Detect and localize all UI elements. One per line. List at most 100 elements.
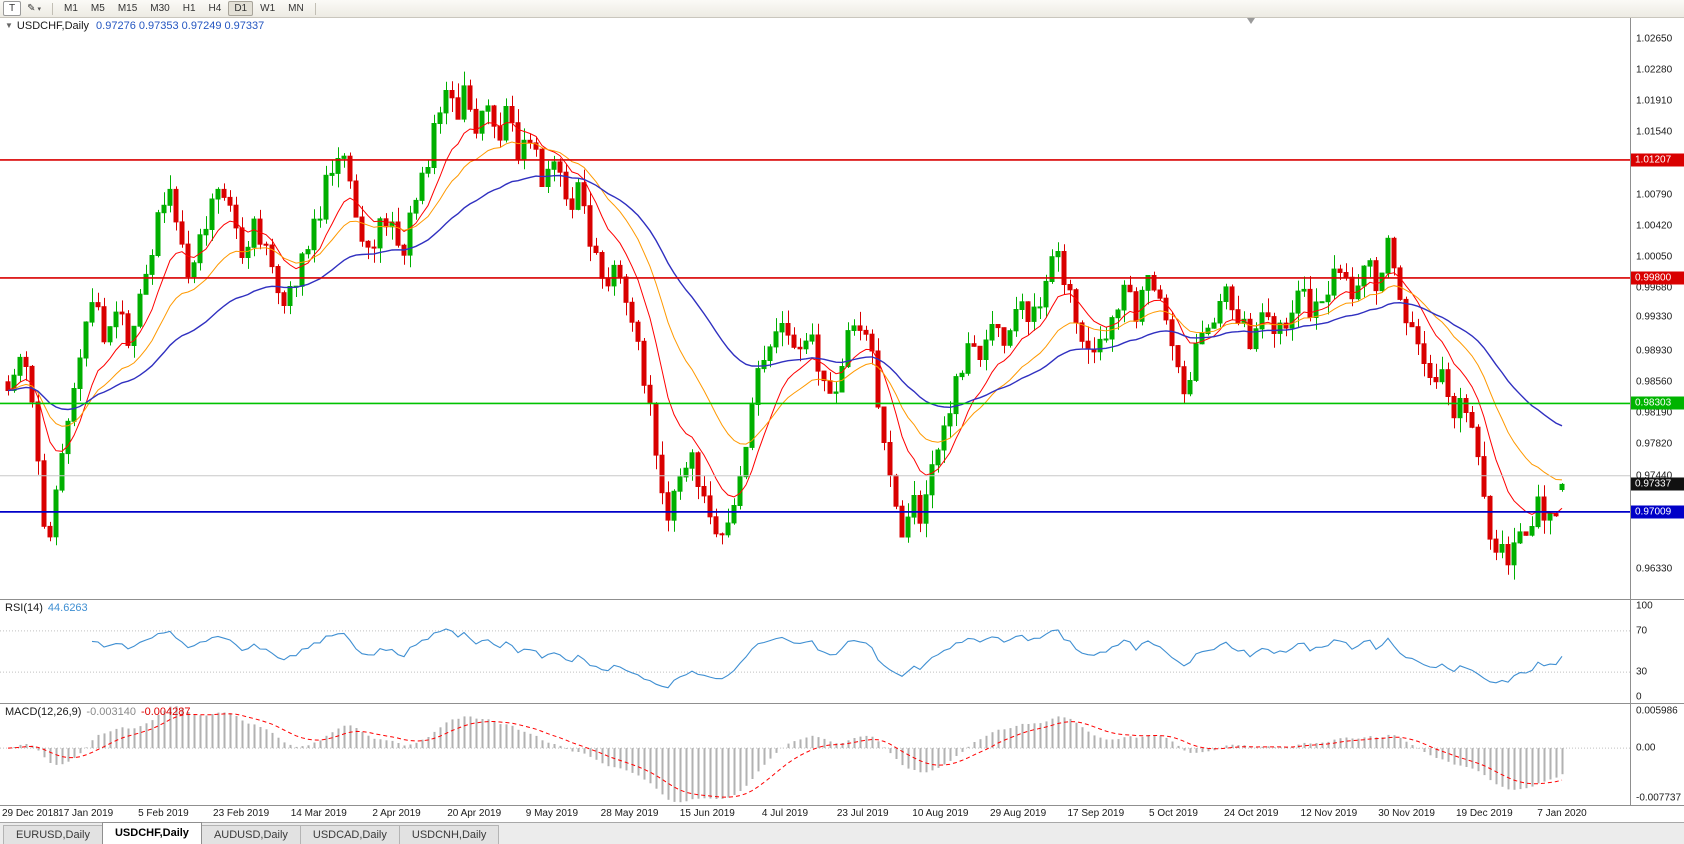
timeframe-button-m30[interactable]: M30 — [150, 3, 170, 14]
price-chart-canvas[interactable] — [0, 18, 1630, 599]
level-price-badge: 1.01207 — [1631, 153, 1684, 167]
toolbar-separator — [314, 2, 316, 15]
time-axis-label: 14 Mar 2019 — [290, 808, 347, 819]
time-axis[interactable]: 29 Dec 2018 17 Jan 2019 5 Feb 2019 23 Feb 2… — [0, 805, 1684, 822]
chart-title: ▼ USDCHF,Daily 0.97276 0.97353 0.97249 0.9… — [5, 20, 264, 32]
timeframe-button-h4[interactable]: H4 — [208, 3, 222, 14]
axis-tick-label: 1.00050 — [1636, 251, 1673, 263]
time-axis-label: 17 Jan 2019 — [58, 808, 114, 819]
axis-tick-label: 0.00 — [1636, 742, 1656, 754]
time-axis-label: 9 May 2019 — [525, 808, 579, 819]
level-price-badge: 0.98303 — [1631, 396, 1684, 410]
time-axis-label: 2 Apr 2019 — [372, 808, 421, 819]
time-axis-label: 29 Dec 2018 — [2, 808, 59, 819]
time-axis-label: 5 Oct 2019 — [1149, 808, 1198, 819]
level-price-badge: 0.97009 — [1631, 505, 1684, 519]
time-axis-label: 15 Jun 2019 — [679, 808, 735, 819]
toolbar: T ✎ ▾ M1 M5 M15 M30 H1 H4 D1 W1 MN — [0, 0, 1684, 18]
chart-tab-eurusd-daily[interactable]: EURUSD,Daily — [3, 825, 103, 844]
timeframe-button-h1[interactable]: H1 — [182, 3, 196, 14]
toolbar-separator — [52, 2, 54, 15]
axis-tick-label: 30 — [1636, 666, 1648, 678]
rsi-axis[interactable]: 100 70 30 0 — [1630, 600, 1684, 703]
chart-tab-audusd-daily[interactable]: AUDUSD,Daily — [200, 825, 301, 844]
chart-title-ohlc: 0.97276 0.97353 0.97249 0.97337 — [96, 20, 265, 32]
timeframe-group: M1 M5 M15 M30 H1 H4 D1 W1 MN — [58, 1, 310, 16]
macd-name: MACD(12,26,9) — [5, 706, 82, 718]
axis-tick-label: -0.007737 — [1636, 792, 1682, 804]
moving-average-line — [7, 174, 1563, 427]
timeframe-button-mn[interactable]: MN — [288, 3, 304, 14]
axis-tick-label: 0.99330 — [1636, 311, 1673, 323]
macd-canvas[interactable] — [0, 704, 1630, 805]
time-axis-label: 29 Aug 2019 — [990, 808, 1047, 819]
time-axis-label: 17 Sep 2019 — [1067, 808, 1125, 819]
rsi-indicator-panel: RSI(14) 44.6263 100 70 30 0 — [0, 599, 1684, 703]
rsi-line — [91, 628, 1563, 689]
rsi-plot[interactable]: RSI(14) 44.6263 — [0, 600, 1630, 703]
macd-indicator-panel: MACD(12,26,9) -0.003140 -0.004287 0.005986… — [0, 703, 1684, 805]
timeframe-button-d1[interactable]: D1 — [228, 1, 254, 16]
timeframe-button-m15[interactable]: M15 — [117, 3, 138, 14]
pencil-icon: ✎ — [27, 3, 36, 14]
chart-tab-usdcnh-daily[interactable]: USDCNH,Daily — [398, 825, 500, 844]
axis-tick-label: 1.00790 — [1636, 189, 1673, 201]
main-chart-panel: ▼ USDCHF,Daily 0.97276 0.97353 0.97249 0.9… — [0, 18, 1684, 599]
drawing-tool-dropdown[interactable]: ✎ ▾ — [21, 1, 47, 16]
timeframe-button-w1[interactable]: W1 — [260, 3, 276, 14]
axis-tick-label: 0.005986 — [1636, 705, 1678, 717]
current-price-badge: 0.97337 — [1631, 477, 1684, 491]
axis-tick-label: 0.97820 — [1636, 438, 1673, 450]
time-axis-label: 10 Aug 2019 — [912, 808, 969, 819]
axis-tick-label: 0.97440 — [1636, 470, 1673, 482]
time-axis-label: 4 Jul 2019 — [761, 808, 809, 819]
rsi-name: RSI(14) — [5, 602, 43, 614]
axis-tick-label: 70 — [1636, 625, 1648, 637]
time-axis-label: 12 Nov 2019 — [1300, 808, 1358, 819]
axis-tick-label: 0.98560 — [1636, 376, 1673, 388]
axis-tick-label: 1.02280 — [1636, 64, 1673, 76]
rsi-canvas[interactable] — [0, 600, 1630, 703]
axis-tick-label: 0 — [1636, 691, 1642, 703]
macd-label: MACD(12,26,9) -0.003140 -0.004287 — [5, 706, 191, 718]
main-price-axis[interactable]: 1.02650 1.02280 1.01910 1.01540 1.00790 1.004… — [1630, 18, 1684, 599]
axis-tick-label: 1.02650 — [1636, 33, 1673, 45]
time-axis-label: 20 Apr 2019 — [447, 808, 502, 819]
chart-tab-usdcad-daily[interactable]: USDCAD,Daily — [299, 825, 400, 844]
axis-tick-label: 0.98190 — [1636, 407, 1673, 419]
chart-tabbar: EURUSD,Daily USDCHF,Daily AUDUSD,Daily USDC… — [0, 822, 1684, 844]
axis-tick-label: 0.98930 — [1636, 345, 1673, 357]
macd-signal-line — [7, 713, 1563, 798]
chart-tab-usdchf-daily[interactable]: USDCHF,Daily — [101, 822, 202, 844]
axis-tick-label: 1.00420 — [1636, 220, 1673, 232]
rsi-value: 44.6263 — [47, 602, 88, 614]
time-axis-label: 23 Feb 2019 — [213, 808, 270, 819]
chart-shift-marker[interactable] — [1246, 18, 1255, 24]
time-axis-label: 23 Jul 2019 — [836, 808, 889, 819]
macd-plot[interactable]: MACD(12,26,9) -0.003140 -0.004287 — [0, 704, 1630, 805]
rsi-label: RSI(14) 44.6263 — [5, 602, 88, 614]
timeframe-button-m5[interactable]: M5 — [90, 3, 105, 14]
axis-tick-label: 0.96330 — [1636, 563, 1673, 575]
text-tool-button[interactable]: T — [3, 1, 22, 16]
moving-average-line — [7, 141, 1563, 481]
moving-average-line — [7, 122, 1563, 515]
main-plot[interactable]: ▼ USDCHF,Daily 0.97276 0.97353 0.97249 0.9… — [0, 18, 1630, 599]
time-axis-label: 19 Dec 2019 — [1455, 808, 1513, 819]
collapse-triangle-icon[interactable]: ▼ — [5, 21, 13, 30]
axis-tick-label: 0.99680 — [1636, 282, 1673, 294]
time-axis-label: 30 Nov 2019 — [1378, 808, 1435, 819]
time-axis-label: 28 May 2019 — [600, 808, 659, 819]
time-axis-label: 5 Feb 2019 — [138, 808, 189, 819]
chart-stack: ▼ USDCHF,Daily 0.97276 0.97353 0.97249 0.9… — [0, 18, 1684, 822]
macd-main-value: -0.003140 — [86, 706, 136, 718]
timeframe-button-m1[interactable]: M1 — [64, 3, 78, 14]
time-axis-label: 24 Oct 2019 — [1223, 808, 1279, 819]
time-axis-label: 7 Jan 2020 — [1537, 808, 1587, 819]
axis-tick-label: 1.01910 — [1636, 95, 1673, 107]
macd-axis[interactable]: 0.005986 0.00 -0.007737 — [1630, 704, 1684, 805]
chevron-down-icon: ▾ — [37, 6, 42, 13]
axis-tick-label: 1.01540 — [1636, 126, 1673, 138]
axis-tick-label: 100 — [1636, 600, 1653, 612]
